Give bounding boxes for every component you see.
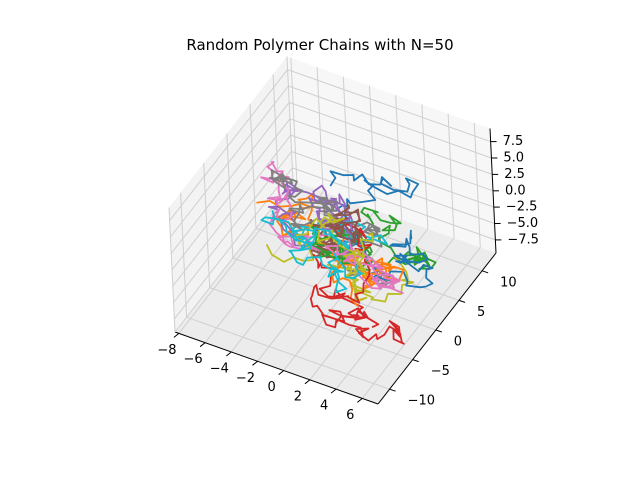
x-tick-mark bbox=[356, 398, 363, 403]
polymer-chain-5 bbox=[267, 180, 354, 255]
polymer-chain-20 bbox=[288, 227, 364, 294]
x-tick-label: 2 bbox=[294, 389, 302, 404]
x-tick-label: 6 bbox=[346, 408, 354, 423]
polymer-chains bbox=[256, 161, 437, 345]
z-grid-left bbox=[172, 134, 292, 287]
polymer-chain-14 bbox=[309, 221, 380, 329]
x-tick-label: −2 bbox=[236, 371, 255, 386]
x-tick-label: 0 bbox=[268, 380, 276, 395]
x-grid-floor bbox=[309, 228, 429, 381]
z-tick-label: 2.5 bbox=[504, 167, 525, 182]
tick-labels: −8−6−4−20246−10−50510−7.5−5.0−2.50.02.55… bbox=[157, 134, 539, 423]
y-tick-mark bbox=[412, 359, 419, 363]
z-grid-back bbox=[292, 167, 496, 241]
x-tick-mark bbox=[278, 370, 285, 375]
x-tick-mark bbox=[330, 388, 337, 394]
z-grid-back bbox=[291, 151, 495, 224]
y-tick-mark bbox=[389, 388, 396, 392]
y-tick-label: 0 bbox=[454, 335, 462, 350]
z-tick-label: −7.5 bbox=[507, 232, 539, 247]
y-tick-mark bbox=[435, 329, 442, 333]
z-grid-left bbox=[170, 85, 289, 238]
z-grid-back bbox=[288, 85, 492, 159]
polymer-chain-18 bbox=[268, 169, 338, 231]
x-tick-mark bbox=[304, 379, 311, 385]
x-tick-label: −8 bbox=[157, 343, 176, 358]
z-grid-back bbox=[287, 69, 491, 143]
z-grid-back bbox=[289, 118, 494, 192]
x-tick-label: −6 bbox=[184, 352, 203, 367]
x-axis-line bbox=[174, 331, 379, 405]
y-axis-line bbox=[377, 252, 497, 405]
x-tick-label: −4 bbox=[210, 362, 229, 377]
x-tick-mark bbox=[225, 351, 232, 357]
left-edge bbox=[168, 207, 176, 333]
z-tick-label: 0.0 bbox=[505, 183, 526, 198]
polymer-chain-11 bbox=[347, 229, 434, 289]
back-edge bbox=[286, 56, 294, 182]
z-grid-left bbox=[174, 167, 293, 320]
y-tick-label: 10 bbox=[500, 275, 517, 290]
polymer-chain-17 bbox=[324, 239, 404, 294]
polymer-chain-9 bbox=[326, 250, 415, 303]
y-tick-label: 5 bbox=[477, 305, 485, 320]
x-grid-floor bbox=[361, 247, 481, 399]
z-tick-label: 5.0 bbox=[503, 151, 524, 166]
y-grid-floor bbox=[209, 287, 413, 361]
z-grid-back bbox=[290, 134, 494, 208]
z-grid-left bbox=[171, 118, 291, 271]
y-tick-label: −5 bbox=[431, 364, 450, 379]
y-grid-floor bbox=[186, 316, 390, 390]
z-tick-label: −2.5 bbox=[506, 200, 538, 215]
z-grid-back bbox=[289, 101, 493, 175]
z-tick-label: 7.5 bbox=[503, 134, 524, 149]
polymer-chain-6 bbox=[306, 228, 346, 266]
x-tick-mark bbox=[252, 360, 258, 366]
chart-title: Random Polymer Chains with N=50 bbox=[186, 36, 453, 54]
z-grid-left bbox=[169, 69, 288, 221]
polymer-chain-1 bbox=[329, 170, 420, 258]
x-tick-mark bbox=[173, 333, 180, 338]
y-tick-label: −10 bbox=[408, 394, 435, 409]
z-tick-label: −5.0 bbox=[507, 216, 539, 231]
x-tick-mark bbox=[199, 342, 206, 348]
x-tick-label: 4 bbox=[320, 399, 328, 414]
y-tick-mark bbox=[481, 270, 489, 274]
z-grid-left bbox=[170, 102, 290, 254]
y-tick-mark bbox=[458, 299, 466, 303]
